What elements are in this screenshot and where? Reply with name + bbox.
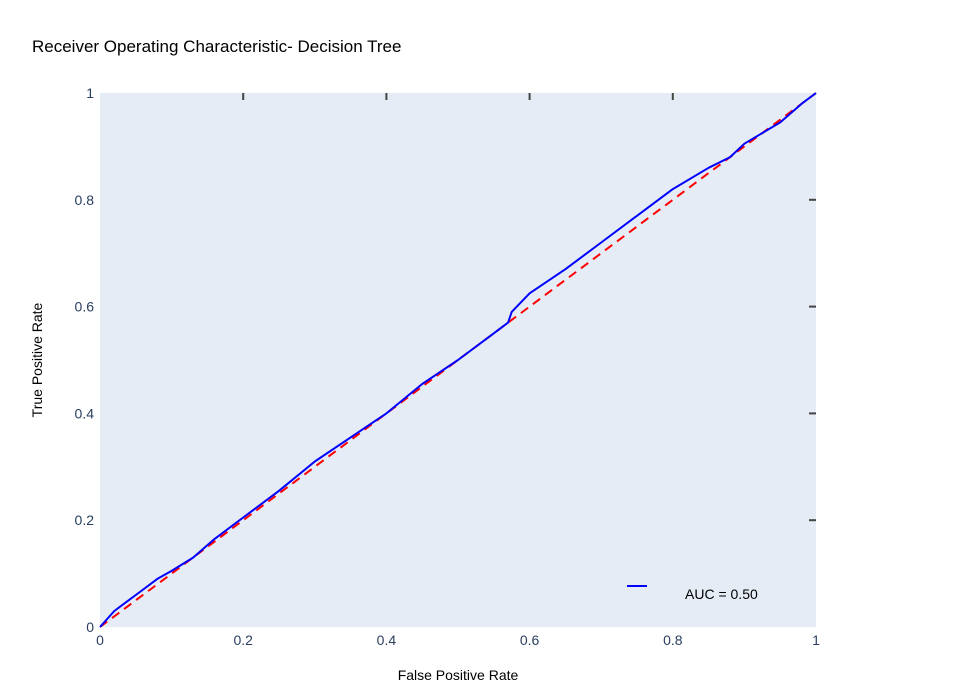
x-axis-tick-labels: 0 0.2 0.4 0.6 0.8 1 [96, 632, 820, 648]
y-tick-label: 1 [86, 85, 94, 101]
x-tick-label: 1 [812, 632, 820, 648]
x-tick-label: 0.8 [663, 632, 683, 648]
y-tick-label: 0.4 [75, 405, 95, 421]
y-tick-label: 0 [86, 619, 94, 635]
legend[interactable]: AUC = 0.50 [627, 585, 758, 602]
x-tick-label: 0.6 [520, 632, 540, 648]
roc-curve [99, 92, 817, 628]
y-axis-title: True Positive Rate [29, 302, 45, 417]
x-tick-label: 0 [96, 632, 104, 648]
chart-title: Receiver Operating Characteristic- Decis… [32, 37, 401, 56]
x-axis-title: False Positive Rate [398, 667, 519, 683]
y-tick-label: 0.2 [75, 512, 95, 528]
x-axis-ticks [242, 93, 674, 100]
y-tick-label: 0.8 [75, 192, 95, 208]
series-layer [99, 92, 817, 628]
y-axis-tick-labels: 0 0.2 0.4 0.6 0.8 1 [75, 85, 95, 635]
legend-label: AUC = 0.50 [685, 586, 758, 602]
x-tick-label: 0.4 [377, 632, 397, 648]
y-tick-label: 0.6 [75, 299, 95, 315]
y-axis-ticks [809, 198, 816, 522]
x-tick-label: 0.2 [233, 632, 253, 648]
